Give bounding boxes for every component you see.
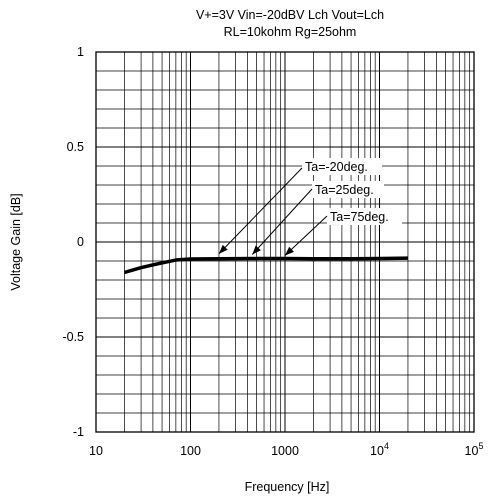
annotation-label: Ta=75deg. (330, 210, 389, 224)
x-tick-label: 105 (465, 441, 484, 458)
y-tick-label: 1 (77, 45, 84, 59)
y-tick-label: -1 (73, 425, 84, 439)
series-line (124, 258, 408, 275)
annotation-label-bg (302, 158, 382, 175)
x-tick-label: 1000 (271, 444, 299, 458)
x-axis-label: Frequency [Hz] (245, 480, 330, 494)
y-axis-label: Voltage Gain [dB] (9, 193, 23, 290)
annotation-arrowhead (252, 245, 261, 255)
series-line (124, 256, 408, 273)
chart-title-line-1: V+=3V Vin=-20dBV Lch Vout=Lch (196, 8, 384, 22)
annotations: Ta=-20deg. Ta=25deg. Ta=75deg. (218, 158, 402, 256)
annotation-label-bg (312, 181, 384, 198)
y-tick-label: 0.5 (67, 140, 84, 154)
x-tick-label: 104 (370, 441, 389, 458)
y-tick-label: -0.5 (62, 330, 84, 344)
series-line (124, 257, 408, 274)
x-tick-label: 100 (180, 444, 201, 458)
annotation-leader (284, 215, 328, 256)
annotation-label-bg (327, 208, 402, 225)
x-tick-label: 10 (89, 444, 103, 458)
annotation-arrowhead (285, 246, 294, 256)
plot-frame (95, 51, 475, 433)
y-tick-labels: 1 0.5 0 -0.5 -1 (62, 45, 84, 439)
annotation-leader (251, 188, 313, 255)
y-tick-label: 0 (77, 235, 84, 249)
series-lines (124, 256, 408, 275)
annotation-arrowhead (218, 244, 228, 254)
x-tick-labels: 10 100 1000 104 105 (89, 441, 483, 458)
annotation-label: Ta=25deg. (315, 183, 374, 197)
annotation-label: Ta=-20deg. (305, 160, 368, 174)
grid (96, 52, 474, 432)
chart-title-line-2: RL=10kohm Rg=25ohm (224, 25, 357, 39)
annotation-leader (218, 167, 303, 255)
